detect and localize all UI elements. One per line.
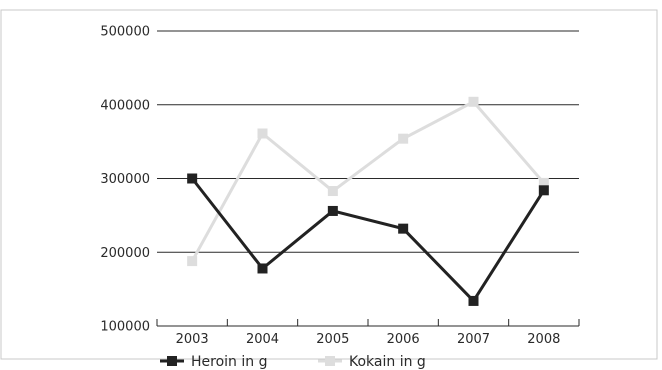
x-tick-label: 2007 bbox=[457, 332, 490, 347]
data-point bbox=[327, 186, 338, 197]
legend-marker bbox=[325, 356, 335, 366]
data-point bbox=[538, 185, 549, 196]
legend-label: Kokain in g bbox=[349, 354, 426, 370]
gridlines bbox=[157, 30, 579, 253]
data-point bbox=[398, 223, 409, 234]
series-group bbox=[187, 96, 549, 306]
data-point bbox=[398, 133, 409, 144]
y-tick-label: 500000 bbox=[100, 25, 150, 40]
data-point bbox=[468, 96, 479, 107]
y-axis-tick-labels: 100000 200000 300000 400000 500000 bbox=[100, 25, 150, 335]
x-tick-label: 2005 bbox=[316, 332, 349, 347]
x-tick-label: 2003 bbox=[176, 332, 209, 347]
x-tick-label: 2006 bbox=[387, 332, 420, 347]
series-line bbox=[190, 99, 545, 262]
legend: Heroin in g Kokain in g bbox=[160, 354, 426, 370]
legend-label: Heroin in g bbox=[191, 354, 267, 370]
data-point bbox=[468, 295, 479, 306]
y-tick-label: 300000 bbox=[100, 172, 150, 187]
legend-item: Heroin in g bbox=[160, 354, 267, 370]
data-point bbox=[327, 205, 338, 216]
series-kokain-in-g bbox=[187, 96, 549, 267]
y-tick-label: 400000 bbox=[100, 98, 150, 113]
data-point bbox=[538, 177, 549, 188]
data-point bbox=[187, 173, 198, 184]
series-heroin-in-g bbox=[187, 173, 549, 306]
x-tick-label: 2004 bbox=[246, 332, 279, 347]
x-axis: 2003 2004 2005 2006 2007 2008 bbox=[156, 319, 580, 347]
series-line bbox=[190, 177, 546, 304]
legend-item: Kokain in g bbox=[318, 354, 426, 370]
legend-marker bbox=[167, 356, 177, 366]
y-tick-label: 200000 bbox=[100, 246, 150, 261]
data-point bbox=[187, 256, 198, 267]
data-point bbox=[257, 128, 268, 139]
y-tick-label: 100000 bbox=[100, 320, 150, 335]
data-point bbox=[257, 263, 268, 274]
x-tick-label: 2008 bbox=[527, 332, 560, 347]
